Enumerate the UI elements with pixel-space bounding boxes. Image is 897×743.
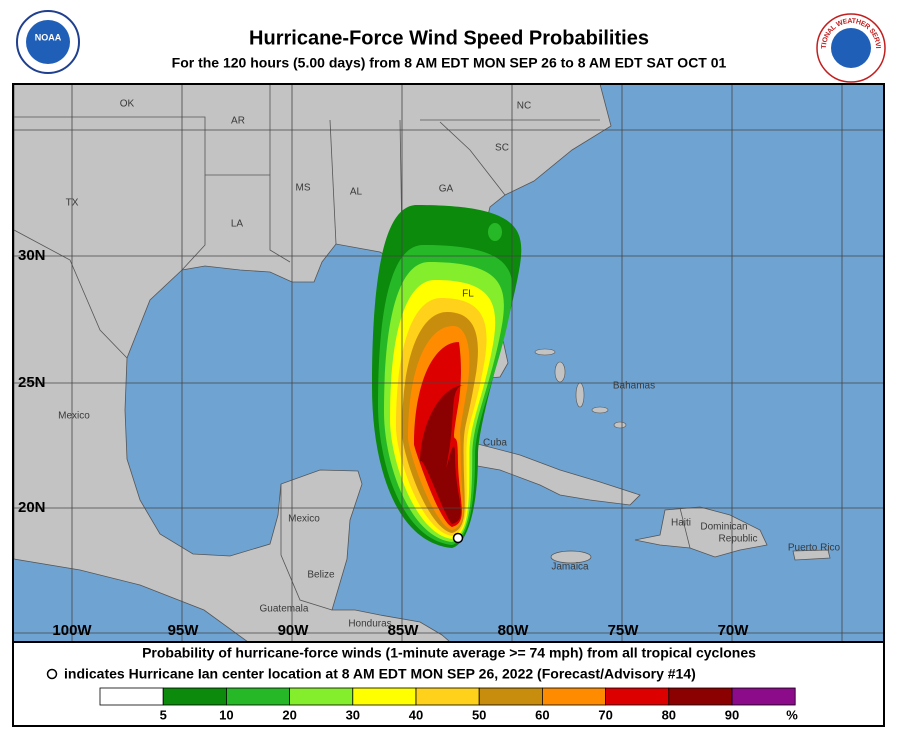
longitude-label: 70W xyxy=(718,622,750,639)
legend-swatch xyxy=(668,687,733,706)
land-puerto-rico xyxy=(792,549,831,561)
legend-label: 90 xyxy=(725,707,739,722)
place-label: Republic xyxy=(719,534,758,545)
legend-label: 60 xyxy=(535,707,549,722)
place-label: MS xyxy=(296,183,311,194)
longitude-label: 80W xyxy=(498,622,530,639)
legend-unit: % xyxy=(786,707,798,722)
graticule xyxy=(14,84,884,642)
place-label: SC xyxy=(495,143,509,154)
legend-label: 5 xyxy=(160,707,167,722)
place-label: Guatemala xyxy=(260,604,309,615)
legend-label: 40 xyxy=(409,707,423,722)
border xyxy=(14,116,270,176)
place-label: Dominican xyxy=(700,522,747,533)
frame xyxy=(12,83,885,727)
place-label: Jamaica xyxy=(551,562,589,573)
subtitle: For the 120 hours (5.00 days) from 8 AM … xyxy=(172,55,727,71)
longitude-label: 90W xyxy=(278,622,310,639)
map-labels: 100W 95W 90W 85W 80W 75W 70W 30N 25N 20N OK AR NC SC T… xyxy=(18,99,841,639)
land-jamaica xyxy=(550,550,592,564)
place-label: OK xyxy=(120,99,135,110)
latitude-label: 25N xyxy=(18,374,46,391)
place-label: Puerto Rico xyxy=(788,543,841,554)
center-icon xyxy=(46,668,58,680)
border xyxy=(439,121,506,196)
legend-swatch xyxy=(352,687,417,706)
legend-swatch xyxy=(542,687,607,706)
border xyxy=(329,119,337,245)
nws-logo-inner xyxy=(831,28,871,68)
place-label: Cuba xyxy=(483,438,507,449)
border xyxy=(13,229,128,359)
legend-label: 20 xyxy=(282,707,296,722)
legend-swatch xyxy=(99,687,164,706)
border xyxy=(280,484,333,611)
contour xyxy=(420,385,465,524)
place-label: TX xyxy=(66,198,79,209)
legend-label: 70 xyxy=(598,707,612,722)
place-label: NC xyxy=(517,101,531,112)
legend-label: 10 xyxy=(219,707,233,722)
legend-swatch xyxy=(415,687,480,706)
place-label: Mexico xyxy=(58,411,90,422)
probability-contours xyxy=(372,205,522,548)
island xyxy=(554,361,566,383)
storm-center xyxy=(452,532,464,544)
longitude-label: 85W xyxy=(388,622,420,639)
contour xyxy=(488,223,502,241)
border xyxy=(679,507,691,549)
footer-line2: indicates Hurricane Ian center location … xyxy=(64,666,696,682)
legend-swatch xyxy=(162,687,227,706)
place-label: Haiti xyxy=(671,518,691,529)
map: 100W 95W 90W 85W 80W 75W 70W 30N 25N 20N OK AR NC SC T… xyxy=(13,83,884,643)
place-label: Bahamas xyxy=(613,381,655,392)
place-label: Honduras xyxy=(348,619,391,630)
legend: 5 10 20 30 40 50 60 70 80 90% xyxy=(99,687,798,722)
noaa-logo-text: NOAA xyxy=(35,32,62,42)
place-label: Mexico xyxy=(288,514,320,525)
legend-swatch xyxy=(225,687,290,706)
legend-label: 80 xyxy=(662,707,676,722)
border xyxy=(269,84,291,263)
legend-swatch xyxy=(289,687,354,706)
border xyxy=(181,175,206,271)
footer-line1: Probability of hurricane-force winds (1-… xyxy=(142,645,756,661)
place-label: GA xyxy=(439,184,454,195)
legend-label: 50 xyxy=(472,707,486,722)
longitude-label: 100W xyxy=(52,622,92,639)
land-bahamas xyxy=(534,348,627,429)
place-label: FL xyxy=(462,289,474,300)
noaa-logo-inner xyxy=(26,20,70,64)
land-hispaniola xyxy=(634,506,768,558)
title: Hurricane-Force Wind Speed Probabilities xyxy=(249,27,649,49)
place-label: LA xyxy=(231,219,244,230)
island xyxy=(591,406,609,414)
place-label: AL xyxy=(350,187,363,198)
legend-label: 30 xyxy=(346,707,360,722)
legend-swatch xyxy=(731,687,796,706)
legend-swatch xyxy=(478,687,543,706)
island xyxy=(613,421,627,429)
latitude-label: 20N xyxy=(18,499,46,516)
island xyxy=(534,348,556,356)
latitude-label: 30N xyxy=(18,247,46,264)
legend-swatch xyxy=(605,687,670,706)
longitude-label: 75W xyxy=(608,622,640,639)
place-label: AR xyxy=(231,116,245,127)
island xyxy=(575,382,585,408)
longitude-label: 95W xyxy=(168,622,200,639)
place-label: Belize xyxy=(307,570,335,581)
